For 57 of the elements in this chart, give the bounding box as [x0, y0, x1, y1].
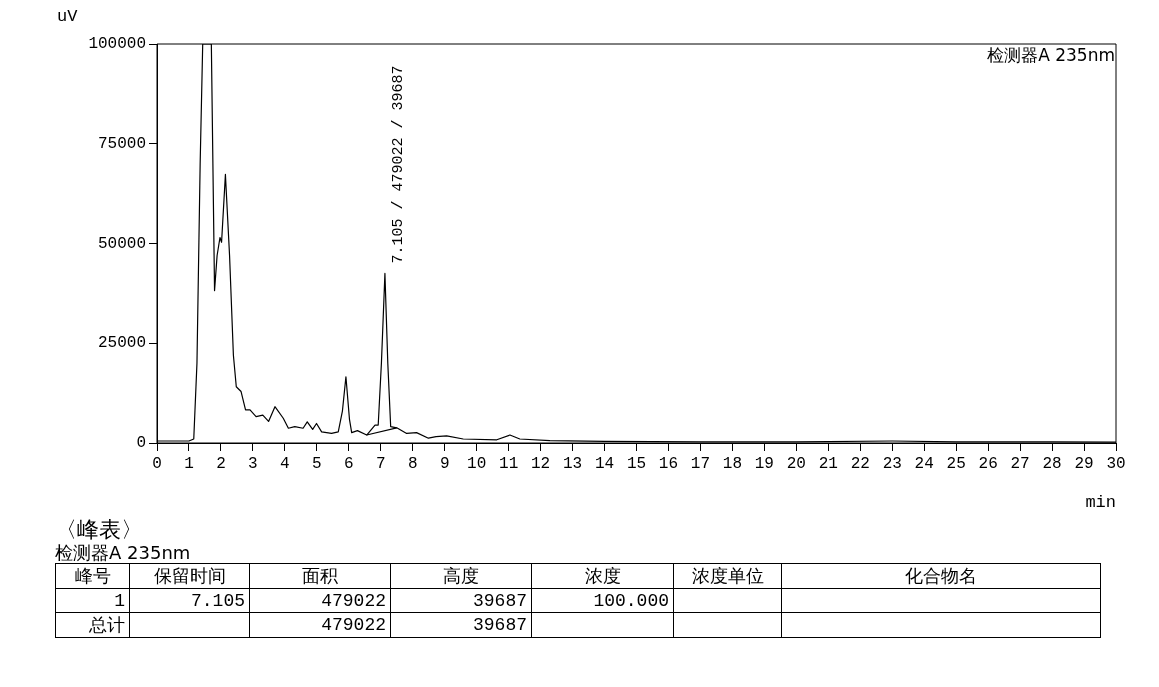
x-axis-title: min	[1085, 493, 1116, 512]
x-tick-label: 24	[914, 454, 934, 473]
text: 100.000	[593, 590, 669, 611]
x-tick-label: 30	[1106, 454, 1126, 473]
x-tick-label: 20	[786, 454, 806, 473]
x-tick-label: 25	[946, 454, 966, 473]
text: 39687	[472, 590, 527, 611]
text: 7.105	[190, 590, 245, 611]
x-tick-label: 21	[818, 454, 838, 473]
y-tick-label: 0	[136, 434, 146, 453]
x-tick-label: 9	[439, 454, 450, 473]
category-label: 浓度	[531, 563, 674, 589]
annotation: 检测器A 235nm	[987, 44, 1115, 65]
category-label: 保留时间	[129, 563, 250, 589]
x-tick-label: 29	[1074, 454, 1094, 473]
x-tick-label: 2	[216, 454, 226, 473]
x-tick-label: 26	[978, 454, 998, 473]
text: 39687	[472, 615, 527, 635]
text: 检测器A 235nm	[55, 542, 192, 563]
x-tick-label: 11	[499, 454, 519, 473]
category-label: 化合物名	[781, 563, 1101, 589]
y-tick-label: 25000	[97, 334, 146, 353]
text: 〈峰表〉	[55, 517, 144, 543]
x-tick-label: 15	[626, 454, 647, 473]
x-tick-label: 0	[152, 454, 162, 473]
y-tick-label: 50000	[97, 234, 146, 253]
x-tick-label: 14	[594, 454, 615, 473]
x-tick-label: 7	[375, 454, 386, 473]
category-label: 面积	[249, 563, 391, 589]
x-tick-label: 6	[344, 454, 354, 473]
x-tick-label: 10	[467, 454, 487, 473]
text: 479022	[321, 615, 386, 635]
annotation: 7.105 / 479022 / 39687	[390, 65, 408, 264]
y-tick-label: 75000	[97, 134, 146, 153]
text: 1	[114, 590, 125, 611]
x-tick-label: 16	[658, 454, 679, 473]
x-tick-label: 27	[1010, 454, 1030, 473]
x-tick-label: 4	[280, 454, 290, 473]
x-tick-label: 23	[882, 454, 902, 473]
x-tick-label: 17	[690, 454, 711, 473]
x-tick-label: 12	[531, 454, 551, 473]
y-tick-label: 100000	[88, 35, 146, 54]
text: 479022	[321, 590, 386, 611]
x-tick-label: 1	[184, 454, 194, 473]
x-tick-label: 22	[850, 454, 870, 473]
x-tick-label: 28	[1042, 454, 1062, 473]
y-axis-title: uV	[57, 7, 79, 26]
x-tick-label: 13	[562, 454, 583, 473]
category-label: 峰号	[55, 563, 130, 589]
x-tick-label: 5	[312, 454, 322, 473]
x-tick-label: 18	[722, 454, 742, 473]
category-label: 浓度单位	[673, 563, 782, 589]
x-tick-label: 19	[754, 454, 774, 473]
text: 总计	[89, 614, 125, 635]
x-tick-label: 8	[407, 454, 418, 473]
x-tick-label: 3	[248, 454, 258, 473]
category-label: 高度	[390, 563, 532, 589]
